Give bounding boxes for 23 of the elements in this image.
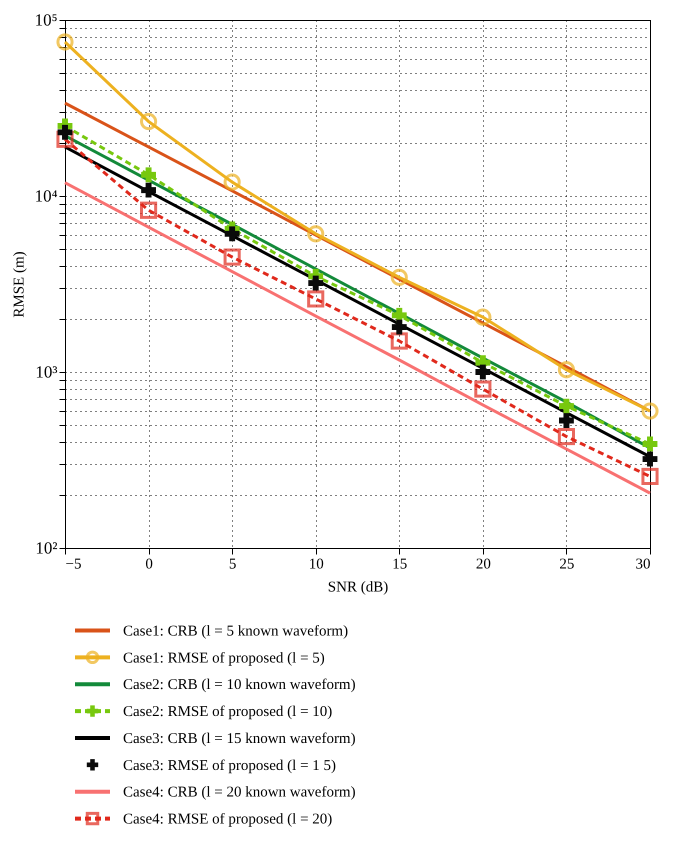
legend-label: Case2: RMSE of proposed (l = 10): [123, 704, 332, 720]
x-tick-label: 25: [559, 556, 574, 572]
y-tick-label: 10⁴: [34, 186, 58, 206]
y-tick-label: 10²: [35, 538, 58, 558]
y-axis-title: RMSE (m): [12, 251, 28, 318]
x-tick-label: 5: [228, 556, 236, 572]
legend-label: Case2: CRB (l = 10 known waveform): [123, 677, 356, 694]
x-tick-label: 0: [145, 556, 153, 572]
x-tick-label: 20: [476, 556, 491, 572]
y-tick-label: 10³: [35, 362, 58, 382]
x-axis-title: SNR (dB): [328, 580, 388, 596]
legend-label: Case4: RMSE of proposed (l = 20): [123, 812, 332, 828]
x-tick-label: 10: [308, 556, 324, 572]
legend-label: Case1: RMSE of proposed (l = 5): [123, 650, 325, 666]
x-tick-label: −5: [66, 556, 82, 572]
x-tick-label: 30: [636, 556, 650, 572]
legend-label: Case1: CRB (l = 5 known waveform): [123, 623, 348, 640]
y-tick-label: 10⁵: [34, 10, 58, 30]
line-series: [64, 181, 652, 495]
legend-label: Case3: CRB (l = 15 known waveform): [123, 730, 356, 747]
x-tick-label: 15: [392, 556, 408, 572]
legend-label: Case4: CRB (l = 20 known waveform): [123, 784, 356, 801]
legend-label: Case3: RMSE of proposed (l = 1 5): [123, 758, 336, 774]
